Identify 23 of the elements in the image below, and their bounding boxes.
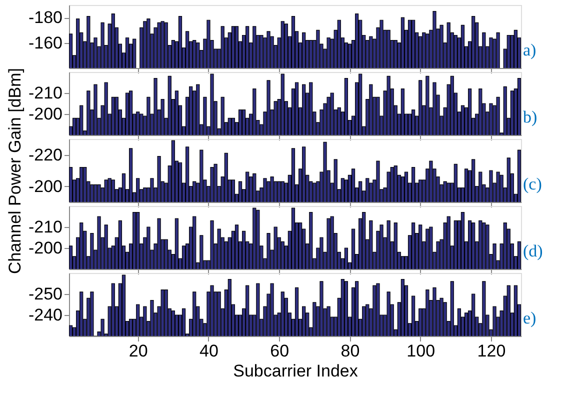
text: (c) [523,174,542,194]
x-tick-label: 60 [270,342,290,360]
x-tick-label: 20 [128,342,148,360]
y-axis-title: Channel Power Gain [dBm] [5,68,24,274]
y-tick-label: -200 [28,238,62,258]
x-tick-label: 40 [200,342,218,360]
text: a) [523,40,536,60]
x-tick-label: 80 [340,342,360,360]
y-tick-label: -210 [28,84,62,102]
y-tick-label: -200 [28,104,62,124]
y-tick-label: -160 [28,33,62,52]
text: e) [523,308,536,328]
y-tick-label: -180 [28,8,62,28]
y-tick-label: -240 [28,306,62,324]
y-tick-label: -250 [28,284,62,304]
y-tick-label: -200 [28,176,62,196]
x-tick-label: 120 [477,342,506,360]
y-tick-label: -220 [28,145,62,164]
text: (d) [523,241,543,260]
text: b) [523,107,538,126]
x-tick-label: 100 [406,342,436,360]
x-axis-title: Subcarrier Index [233,362,358,380]
y-tick-label: -210 [28,218,62,236]
